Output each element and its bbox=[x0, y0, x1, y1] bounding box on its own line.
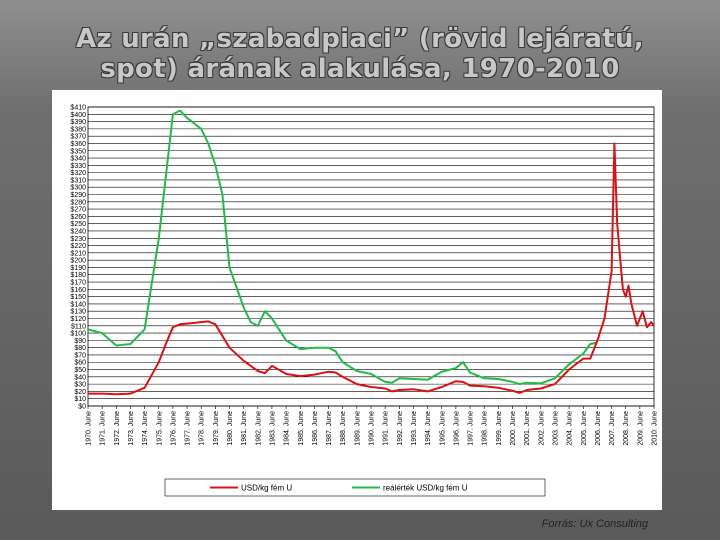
y-tick-label: $70 bbox=[74, 352, 86, 359]
x-tick-label: 2000. June bbox=[510, 411, 517, 446]
plot-border bbox=[87, 106, 655, 407]
x-tick-label: 1994. June bbox=[425, 411, 432, 446]
y-tick-label: $30 bbox=[74, 382, 86, 389]
x-tick-label: 2004. June bbox=[567, 411, 574, 446]
x-tick-label: 1982. June bbox=[255, 411, 262, 446]
y-tick-label: $0 bbox=[78, 404, 86, 411]
x-tick-label: 1986. June bbox=[312, 411, 319, 446]
x-tick-label: 1974. June bbox=[142, 411, 149, 446]
slide-title: Az urán „szabadpiaci” (rövid lejáratú, s… bbox=[40, 24, 680, 84]
y-tick-label: $180 bbox=[70, 272, 86, 279]
y-tick-label: $350 bbox=[70, 148, 86, 155]
y-tick-label: $190 bbox=[70, 265, 86, 272]
x-tick-label: 2002. June bbox=[538, 411, 545, 446]
y-tick-label: $360 bbox=[70, 141, 86, 148]
x-tick-label: 1973. June bbox=[128, 411, 135, 446]
x-tick-label: 1970. June bbox=[86, 411, 93, 446]
y-tick-label: $260 bbox=[70, 214, 86, 221]
x-tick-label: 2010. June bbox=[652, 411, 659, 446]
y-tick-label: $10 bbox=[74, 396, 86, 403]
x-tick-label: 1977. June bbox=[185, 411, 192, 446]
x-tick-label: 1999. June bbox=[496, 411, 503, 446]
x-tick-label: 1979. June bbox=[213, 411, 220, 446]
chart-panel: $0 $10 $20 $30 $40 $50 $60 $70 $80 $90 $100 $110 $12… bbox=[52, 90, 662, 510]
y-tick-label: $40 bbox=[74, 374, 86, 381]
y-tick-label: $200 bbox=[70, 258, 86, 265]
y-tick-label: $340 bbox=[70, 156, 86, 163]
y-tick-label: $230 bbox=[70, 236, 86, 243]
y-tick-label: $50 bbox=[74, 367, 86, 374]
y-tick-label: $400 bbox=[70, 112, 86, 119]
x-tick-label: 2006. June bbox=[595, 411, 602, 446]
title-line-1: Az urán „szabadpiaci” (rövid lejáratú, bbox=[76, 24, 644, 54]
legend-label-1: reálérték USD/kg fém U bbox=[383, 484, 468, 493]
y-tick-label: $320 bbox=[70, 170, 86, 177]
y-tick-label: $290 bbox=[70, 192, 86, 199]
source-note: Forrás: Ux Consulting bbox=[541, 518, 648, 530]
x-tick-label: 1976. June bbox=[170, 411, 177, 446]
x-tick-label: 1992. June bbox=[397, 411, 404, 446]
x-axis-ticks: 1970. June 1971. June 1972. June 1973. June… bbox=[86, 406, 659, 446]
y-tick-label: $310 bbox=[70, 177, 86, 184]
x-tick-label: 1985. June bbox=[298, 411, 305, 446]
x-tick-label: 1984. June bbox=[284, 411, 291, 446]
x-tick-label: 1990. June bbox=[369, 411, 376, 446]
x-tick-label: 2005. June bbox=[581, 411, 588, 446]
x-tick-label: 2001. June bbox=[524, 411, 531, 446]
x-tick-label: 1991. June bbox=[383, 411, 390, 446]
y-tick-label: $150 bbox=[70, 294, 86, 301]
title-line-2: spot) árának alakulása, 1970-2010 bbox=[100, 54, 620, 84]
x-tick-label: 1975. June bbox=[156, 411, 163, 446]
x-tick-label: 2008. June bbox=[623, 411, 630, 446]
x-tick-label: 1988. June bbox=[340, 411, 347, 446]
y-tick-label: $240 bbox=[70, 228, 86, 235]
y-tick-label: $160 bbox=[70, 287, 86, 294]
series-line-1 bbox=[87, 109, 598, 386]
x-tick-label: 2007. June bbox=[609, 411, 616, 446]
y-tick-label: $410 bbox=[70, 105, 86, 112]
x-tick-label: 1989. June bbox=[354, 411, 361, 446]
y-tick-label: $390 bbox=[70, 119, 86, 126]
legend-label-0: USD/kg fém U bbox=[241, 484, 292, 493]
x-tick-label: 2009. June bbox=[637, 411, 644, 446]
x-tick-label: 1995. June bbox=[439, 411, 446, 446]
x-tick-label: 2003. June bbox=[552, 411, 559, 446]
y-tick-label: $120 bbox=[70, 316, 86, 323]
y-tick-label: $20 bbox=[74, 389, 86, 396]
series-layer bbox=[87, 109, 655, 396]
y-tick-label: $60 bbox=[74, 360, 86, 367]
x-tick-label: 1983. June bbox=[269, 411, 276, 446]
x-tick-label: 1972. June bbox=[114, 411, 121, 446]
x-tick-label: 1996. June bbox=[453, 411, 460, 446]
grid-layer bbox=[87, 106, 655, 407]
x-tick-label: 1981. June bbox=[241, 411, 248, 446]
y-tick-label: $270 bbox=[70, 207, 86, 214]
y-tick-label: $80 bbox=[74, 345, 86, 352]
y-tick-label: $370 bbox=[70, 134, 86, 141]
y-tick-label: $170 bbox=[70, 280, 86, 287]
x-tick-label: 1993. June bbox=[411, 411, 418, 446]
y-tick-label: $100 bbox=[70, 331, 86, 338]
y-tick-label: $300 bbox=[70, 185, 86, 192]
x-tick-label: 1971. June bbox=[100, 411, 107, 446]
y-tick-label: $280 bbox=[70, 199, 86, 206]
y-tick-label: $220 bbox=[70, 243, 86, 250]
y-axis-ticks: $0$10$20$30$40$50$60$70$80$90$100$110$12… bbox=[70, 105, 86, 411]
series-line-0 bbox=[88, 142, 655, 396]
x-tick-label: 1998. June bbox=[482, 411, 489, 446]
x-tick-label: 1987. June bbox=[326, 411, 333, 446]
legend: USD/kg fém U reálérték USD/kg fém U bbox=[164, 478, 546, 497]
x-tick-label: 1997. June bbox=[468, 411, 475, 446]
y-tick-label: $140 bbox=[70, 301, 86, 308]
y-tick-label: $250 bbox=[70, 221, 86, 228]
y-tick-label: $380 bbox=[70, 126, 86, 133]
y-tick-label: $330 bbox=[70, 163, 86, 170]
y-tick-label: $110 bbox=[71, 323, 86, 330]
x-tick-label: 1978. June bbox=[199, 411, 206, 446]
uranium-price-chart: $0$10$20$30$40$50$60$70$80$90$100$110$12… bbox=[70, 105, 659, 497]
x-tick-label: 1980. June bbox=[227, 411, 234, 446]
y-tick-label: $130 bbox=[70, 309, 86, 316]
y-tick-label: $90 bbox=[74, 338, 86, 345]
y-tick-label: $210 bbox=[70, 250, 86, 257]
